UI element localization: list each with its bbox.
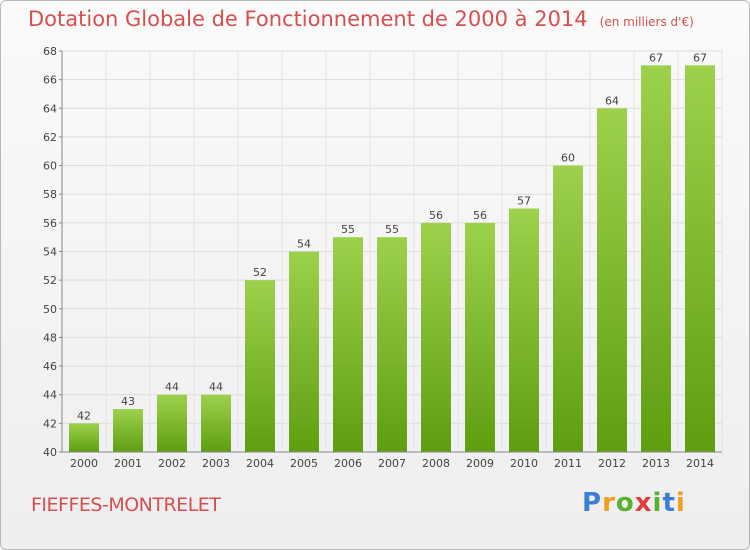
data-label: 55: [341, 223, 355, 236]
x-tick-label: 2007: [378, 457, 406, 470]
y-tick-label: 54: [43, 246, 57, 259]
bar: [201, 394, 231, 452]
y-tick-label: 42: [43, 417, 57, 430]
x-tick-label: 2005: [290, 457, 318, 470]
bar: [69, 423, 99, 452]
x-tick-label: 2014: [686, 457, 714, 470]
bar: [597, 108, 627, 453]
data-label: 43: [121, 395, 135, 408]
data-label: 44: [209, 381, 223, 394]
y-tick-label: 50: [43, 303, 57, 316]
y-tick-label: 68: [43, 45, 57, 58]
x-tick-label: 2010: [510, 457, 538, 470]
x-tick-label: 2013: [642, 457, 670, 470]
chart-title: Dotation Globale de Fonctionnement de 20…: [28, 7, 694, 31]
bar: [333, 237, 363, 452]
chart-title-text: Dotation Globale de Fonctionnement de 20…: [28, 7, 588, 31]
x-tick-label: 2000: [70, 457, 98, 470]
x-tick-label: 2011: [554, 457, 582, 470]
bar: [421, 222, 451, 452]
bar: [113, 409, 143, 452]
y-tick-label: 60: [43, 160, 57, 173]
x-tick-label: 2008: [422, 457, 450, 470]
bar: [245, 280, 275, 452]
bar: [509, 208, 539, 452]
y-tick-label: 56: [43, 217, 57, 230]
data-label: 57: [517, 195, 531, 208]
y-tick-label: 52: [43, 274, 57, 287]
data-label: 56: [473, 209, 487, 222]
y-tick-label: 62: [43, 131, 57, 144]
y-tick-label: 40: [43, 446, 57, 459]
bar: [685, 65, 715, 453]
data-label: 54: [297, 238, 311, 251]
data-label: 67: [649, 51, 663, 64]
data-label: 52: [253, 266, 267, 279]
place-name: FIEFFES-MONTRELET: [31, 494, 221, 516]
data-label: 67: [693, 51, 707, 64]
bar: [641, 65, 671, 453]
proxiti-logo: Proxiti: [582, 488, 686, 518]
y-tick-label: 64: [43, 102, 57, 115]
data-label: 60: [561, 152, 575, 165]
data-label: 64: [605, 94, 619, 107]
x-tick-label: 2002: [158, 457, 186, 470]
x-tick-label: 2001: [114, 457, 142, 470]
data-label: 42: [77, 409, 91, 422]
y-tick-label: 66: [43, 74, 57, 87]
bar: [157, 394, 187, 452]
y-tick-label: 46: [43, 360, 57, 373]
data-label: 55: [385, 223, 399, 236]
bar: [465, 222, 495, 452]
bar: [377, 237, 407, 452]
x-tick-label: 2009: [466, 457, 494, 470]
x-tick-label: 2004: [246, 457, 274, 470]
y-tick-label: 44: [43, 389, 57, 402]
data-label: 56: [429, 209, 443, 222]
data-label: 44: [165, 381, 179, 394]
bars: 42 43 44 44 52 54 55 55 56 56 57 60 64 67 67: [69, 51, 715, 453]
y-tick-label: 48: [43, 331, 57, 344]
x-tick-label: 2003: [202, 457, 230, 470]
x-tick-label: 2006: [334, 457, 362, 470]
chart-subtitle: (en milliers d'€): [599, 15, 694, 29]
x-tick-label: 2012: [598, 457, 626, 470]
axes: 40 42 44 46 48 50 52 54 56 58 60 62 64 66 68 2000 2001 20…: [43, 45, 722, 470]
bar: [553, 165, 583, 453]
bar: [289, 251, 319, 452]
y-tick-label: 58: [43, 188, 57, 201]
